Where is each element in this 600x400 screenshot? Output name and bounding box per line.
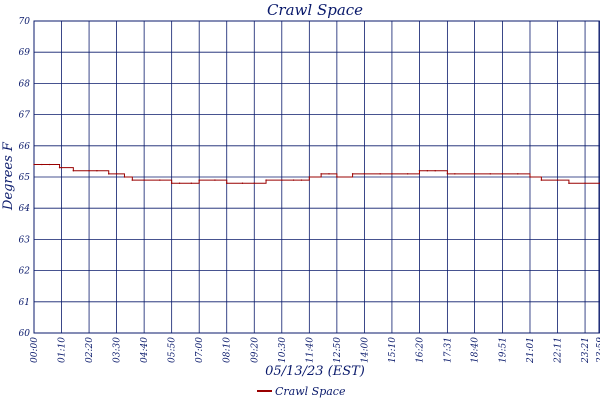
data-point [584, 182, 586, 184]
data-point [426, 170, 429, 172]
x-tick-label: 08:10 [223, 337, 233, 363]
x-tick-label: 01:10 [58, 337, 68, 363]
data-point [529, 176, 531, 178]
y-tick-label: 68 [19, 79, 31, 89]
data-point [131, 179, 134, 181]
data-point [406, 173, 409, 175]
y-tick-label: 62 [19, 267, 31, 277]
data-point [281, 179, 283, 181]
x-tick-label: 17:31 [443, 337, 453, 363]
y-tick-label: 60 [19, 329, 31, 339]
y-tick-label: 69 [19, 48, 31, 58]
data-point [336, 176, 338, 178]
x-tick-label: 11:40 [305, 337, 315, 363]
y-tick-label: 61 [19, 298, 30, 308]
series-layer [33, 163, 600, 184]
legend: Crawl Space [257, 385, 346, 398]
data-point [391, 173, 393, 175]
data-point [540, 179, 543, 181]
plot-frame [33, 20, 600, 334]
x-tick-label: 03:30 [113, 337, 123, 363]
y-axis: 60 61 62 63 64 65 66 67 68 69 70 [19, 17, 31, 339]
data-point [214, 179, 216, 181]
data-point [159, 179, 161, 181]
data-point [351, 173, 354, 175]
x-tick-label: 16:20 [415, 337, 425, 363]
x-tick-label: 12:50 [333, 337, 343, 363]
x-axis-label: 05/13/23 (EST) [265, 364, 365, 379]
data-point [446, 173, 449, 175]
data-point [88, 170, 90, 172]
x-axis: 00:00 01:10 02:20 03:30 04:40 05:50 07:00 08:10… [30, 337, 600, 364]
y-tick-label: 70 [19, 17, 31, 27]
x-tick-label: 23:21 [581, 337, 591, 364]
x-tick-label: 14:00 [360, 337, 370, 363]
data-point [96, 170, 98, 172]
y-axis-label: Degrees F [1, 141, 16, 211]
data-point [226, 182, 228, 184]
x-tick-label: 22:11 [554, 337, 564, 364]
data-point [58, 166, 61, 169]
y-tick-label: 64 [19, 204, 31, 214]
chart-title: Crawl Space [267, 1, 363, 19]
data-point [501, 173, 504, 175]
x-tick-label: 02:20 [85, 337, 95, 363]
data-point [292, 179, 295, 181]
legend-label: Crawl Space [275, 385, 346, 398]
x-tick-label: 07:00 [195, 337, 205, 363]
data-point [72, 170, 75, 172]
data-point [170, 182, 173, 184]
data-point [190, 182, 193, 184]
data-point [241, 182, 244, 184]
data-point [143, 179, 145, 181]
data-point [178, 182, 181, 184]
y-tick-label: 63 [19, 235, 31, 245]
data-point [473, 173, 476, 175]
data-point [434, 170, 436, 172]
x-tick-label: 04:40 [140, 337, 150, 363]
data-point [379, 173, 381, 175]
data-point [489, 173, 491, 175]
data-point [418, 170, 421, 172]
data-point [454, 173, 456, 175]
x-tick-label: 18:40 [471, 337, 481, 363]
data-point [108, 173, 110, 175]
data-point [115, 173, 118, 175]
data-point [556, 179, 559, 181]
y-tick-label: 67 [19, 111, 31, 121]
y-tick-label: 66 [19, 142, 31, 152]
data-point [320, 173, 322, 175]
data-point [49, 163, 51, 166]
data-point [198, 179, 200, 181]
x-tick-label: 05:50 [168, 337, 178, 363]
x-tick-label: 21:01 [526, 337, 536, 364]
data-point [517, 173, 519, 175]
data-point [60, 166, 63, 169]
data-point [300, 179, 303, 181]
data-point [328, 173, 330, 175]
data-point [33, 163, 35, 166]
data-point [253, 182, 255, 184]
data-point [265, 179, 267, 181]
x-tick-label: 09:20 [250, 337, 260, 363]
x-tick-label: 19:51 [498, 337, 508, 363]
x-tick-label: 15:10 [388, 337, 398, 363]
x-tick-label: 10:30 [278, 337, 288, 363]
data-point [363, 173, 366, 175]
y-tick-label: 65 [19, 173, 31, 183]
data-point [568, 182, 570, 184]
x-tick-label: 23:59 [596, 337, 600, 364]
data-point [308, 176, 311, 178]
series-line-0 [34, 164, 600, 184]
data-point [41, 163, 43, 166]
x-tick-label: 00:00 [30, 337, 40, 363]
data-point [123, 176, 126, 178]
